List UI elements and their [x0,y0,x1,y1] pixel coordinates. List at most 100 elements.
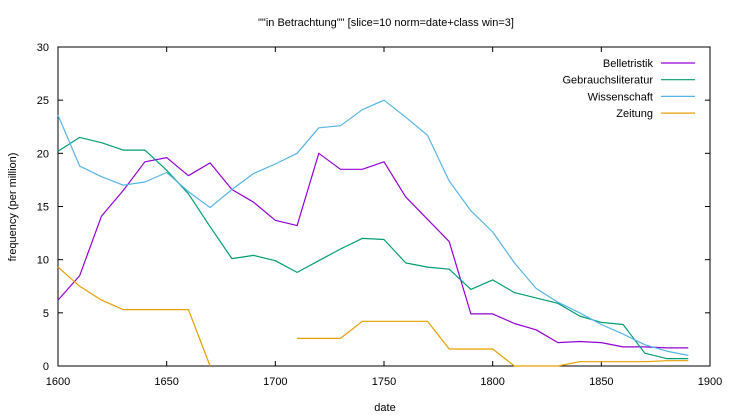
data-point-belletristik [513,322,516,325]
x-tick-label: 1600 [46,376,70,388]
data-point-gebrauchsliteratur [339,248,342,251]
data-point-wissenschaft [100,175,103,178]
data-point-gebrauchsliteratur [426,266,429,269]
data-point-belletristik [122,189,125,192]
data-point-gebrauchsliteratur [404,261,407,264]
data-point-zeitung [339,337,342,340]
x-axis-label: date [374,402,395,414]
data-point-belletristik [578,340,581,343]
data-point-gebrauchsliteratur [78,136,81,139]
x-tick-label: 1900 [698,376,722,388]
axes: 1600 1650 1700 1750 1800 1850 1900 0 5 10 15 20 25 30 [37,42,722,388]
data-point-gebrauchsliteratur [209,225,212,228]
data-point-zeitung [165,308,168,311]
data-point-belletristik [274,219,277,222]
data-point-belletristik [600,341,603,344]
x-tick-label: 1700 [263,376,287,388]
y-tick-label: 15 [37,202,49,214]
data-point-zeitung [383,320,386,323]
chart-title: ""in Betrachtung"" [slice=10 norm=date+c… [258,17,514,29]
data-point-belletristik [665,346,668,349]
data-point-wissenschaft [296,152,299,155]
data-point-belletristik [448,240,451,243]
data-point-wissenschaft [339,124,342,127]
data-point-gebrauchsliteratur [100,141,103,144]
data-point-belletristik [165,156,168,159]
data-point-wissenschaft [274,163,277,166]
data-point-zeitung [622,360,625,363]
data-point-wissenschaft [361,108,364,111]
data-point-belletristik [491,312,494,315]
y-axis-label: frequency (per million) [7,153,19,262]
data-point-belletristik [339,168,342,171]
data-point-zeitung [426,320,429,323]
data-point-zeitung [209,365,212,368]
data-point-gebrauchsliteratur [296,271,299,274]
data-point-gebrauchsliteratur [317,259,320,262]
data-point-zeitung [600,360,603,363]
data-point-zeitung [187,308,190,311]
data-point-gebrauchsliteratur [122,149,125,152]
data-point-zeitung [78,285,81,288]
data-point-wissenschaft [404,116,407,119]
data-point-wissenschaft [78,165,81,168]
data-point-wissenschaft [556,301,559,304]
legend: Belletristik Gebrauchsliteratur Wissenscha… [563,58,695,120]
data-point-belletristik [556,341,559,344]
data-point-wissenschaft [209,206,212,209]
data-point-wissenschaft [578,311,581,314]
data-point-belletristik [469,312,472,315]
data-point-belletristik [100,215,103,218]
data-point-gebrauchsliteratur [274,259,277,262]
data-point-belletristik [209,161,212,164]
data-point-zeitung [556,365,559,368]
data-point-gebrauchsliteratur [448,268,451,271]
data-point-belletristik [426,218,429,221]
data-point-gebrauchsliteratur [622,323,625,326]
data-point-belletristik [383,160,386,163]
data-point-belletristik [404,195,407,198]
data-point-wissenschaft [122,184,125,187]
data-point-gebrauchsliteratur [383,238,386,241]
data-point-belletristik [143,160,146,163]
y-tick-label: 20 [37,148,49,160]
data-point-wissenschaft [535,287,538,290]
data-point-wissenschaft [317,126,320,129]
data-point-zeitung [143,308,146,311]
data-point-wissenschaft [491,231,494,234]
data-point-zeitung [296,337,299,340]
y-tick-label: 10 [37,255,49,267]
data-point-wissenschaft [187,190,190,193]
data-point-zeitung [404,320,407,323]
data-point-wissenschaft [665,350,668,353]
data-point-gebrauchsliteratur [469,288,472,291]
data-point-gebrauchsliteratur [143,149,146,152]
data-point-wissenschaft [230,188,233,191]
data-point-zeitung [643,360,646,363]
legend-label-zeitung: Zeitung [616,108,653,120]
data-point-wissenschaft [687,354,690,357]
data-point-gebrauchsliteratur [230,257,233,260]
x-tick-label: 1800 [480,376,504,388]
y-tick-label: 0 [43,361,49,373]
data-point-wissenschaft [143,181,146,184]
y-tick-label: 30 [37,42,49,54]
data-point-wissenschaft [448,180,451,183]
data-point-belletristik [78,274,81,277]
data-point-belletristik [622,345,625,348]
data-point-wissenschaft [383,99,386,102]
y-tick-label: 25 [37,95,49,107]
legend-label-belletristik: Belletristik [603,58,654,70]
series-line-zeitung [57,266,689,367]
y-tick-label: 5 [43,308,49,320]
series-line-gebrauchsliteratur [57,136,689,360]
data-point-zeitung [535,365,538,368]
data-point-belletristik [361,168,364,171]
data-point-wissenschaft [252,172,255,175]
data-point-zeitung [469,348,472,351]
x-tick-label: 1650 [154,376,178,388]
data-point-belletristik [187,174,190,177]
data-point-wissenschaft [57,114,60,117]
legend-label-gebrauchsliteratur: Gebrauchsliteratur [563,75,654,87]
data-point-wissenschaft [600,323,603,326]
